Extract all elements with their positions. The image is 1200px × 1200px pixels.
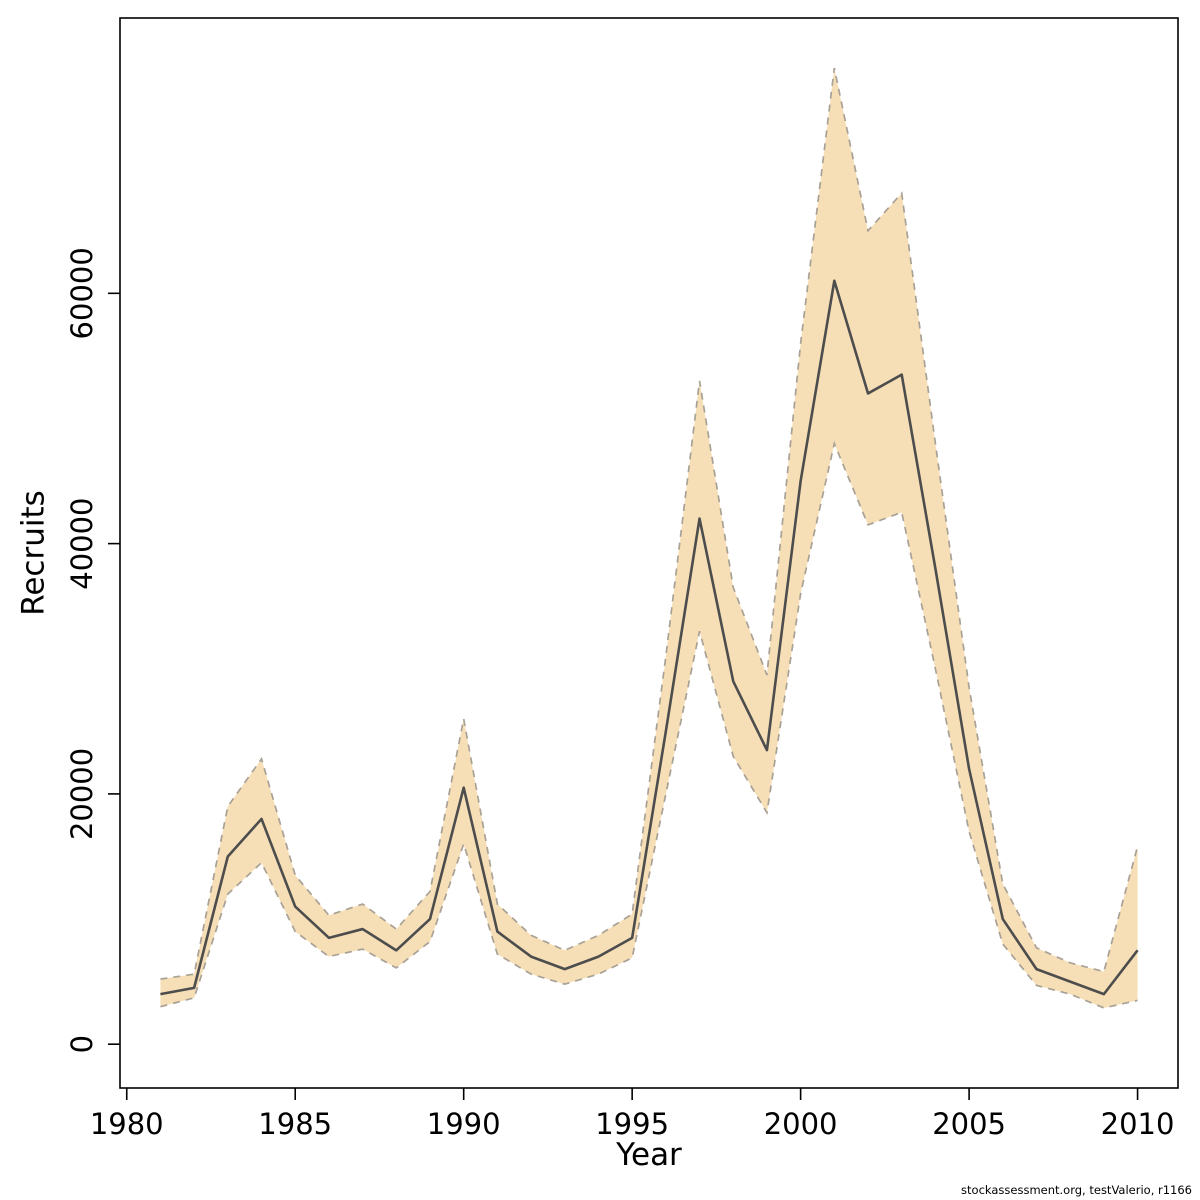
plot-box <box>119 17 1179 1089</box>
x-tick-label: 1985 <box>258 1107 332 1141</box>
y-tick-label: 20000 <box>65 748 99 840</box>
x-tick-label: 2010 <box>1101 1107 1175 1141</box>
median-line <box>160 279 1139 996</box>
y-tick-label: 60000 <box>65 247 99 339</box>
x-tick-label: 1980 <box>90 1107 164 1141</box>
confidence-band <box>160 68 1138 1008</box>
x-axis-label: Year <box>616 1137 682 1173</box>
x-tick-label: 2000 <box>764 1107 838 1141</box>
x-tick-label: 1990 <box>427 1107 501 1141</box>
ci-lower-line <box>160 440 1138 1009</box>
footer-credit: stockassessment.org, testValerio, r1166 <box>961 1183 1192 1197</box>
y-tick-label: 40000 <box>65 497 99 589</box>
y-tick-label: 0 <box>65 1035 99 1053</box>
x-tick-label: 1995 <box>595 1107 669 1141</box>
x-tick-label: 2005 <box>932 1107 1006 1141</box>
y-axis-label: Recruits <box>15 490 52 616</box>
